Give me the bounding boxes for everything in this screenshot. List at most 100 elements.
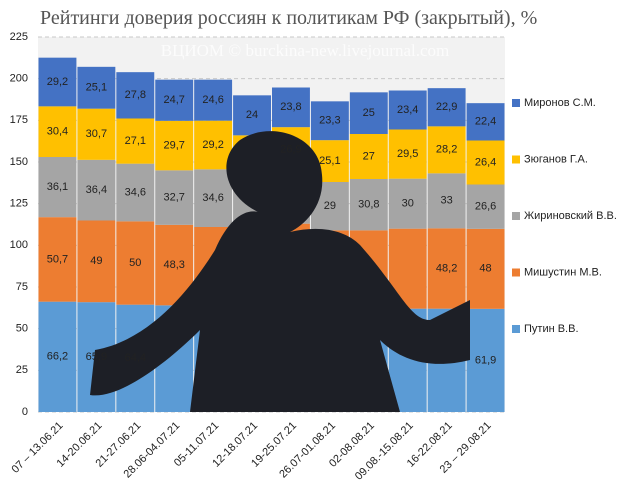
data-label: 25,1 (319, 155, 340, 167)
legend-swatch (512, 325, 520, 333)
bar-segment (116, 72, 155, 119)
bar-segment (155, 170, 194, 225)
bar-segment (77, 159, 116, 221)
data-label: 26,4 (475, 156, 496, 168)
data-label: 25,1 (86, 82, 107, 94)
y-tick-label: 100 (10, 239, 28, 251)
bar-segment (466, 140, 505, 185)
y-tick-label: 75 (16, 281, 28, 293)
y-tick-label: 50 (16, 323, 28, 335)
bar-segment (272, 87, 310, 128)
data-label: 24,7 (163, 94, 184, 106)
bar-segment (466, 184, 505, 229)
data-label: 30,7 (86, 128, 107, 140)
data-label: 48 (479, 263, 491, 275)
bar-segment (233, 95, 271, 136)
data-label: 29,2 (47, 76, 68, 88)
bar-segment (38, 301, 77, 412)
bar-segment (427, 173, 466, 229)
bar-segment (427, 88, 466, 127)
data-label: 28,2 (436, 144, 457, 156)
data-label: 29 (324, 200, 336, 212)
y-tick-label: 125 (10, 198, 28, 210)
bar-segment (155, 79, 194, 121)
data-label: 36,4 (86, 184, 107, 196)
y-tick-label: 200 (10, 73, 28, 85)
data-label: 24,6 (202, 94, 223, 106)
data-label: 27 (363, 150, 375, 162)
data-label: 61,9 (475, 354, 496, 366)
data-label: 25 (363, 107, 375, 119)
data-label: 50 (129, 257, 141, 269)
bar-segment (349, 179, 388, 231)
data-label: 23,3 (319, 115, 340, 127)
data-label: 26,9 (280, 143, 301, 155)
bar-segment (77, 66, 116, 109)
bar-segment (466, 103, 505, 141)
bar-segment (388, 178, 427, 229)
y-tick-label: 150 (10, 156, 28, 168)
bar-segment (116, 163, 155, 222)
bar-segment (466, 308, 505, 412)
bar-segment (77, 220, 116, 303)
legend-label: Путин В.В. (524, 323, 579, 335)
data-label: 27,8 (125, 89, 146, 101)
legend-label: Миронов С.М. (524, 97, 596, 109)
bar-segment (38, 157, 77, 218)
legend-swatch (512, 99, 520, 107)
bar-segment (194, 120, 233, 170)
bar-segment (116, 118, 155, 164)
data-label: 27,1 (125, 135, 146, 147)
legend-swatch (512, 268, 520, 277)
bar-segment (388, 129, 427, 179)
bar-segment (38, 106, 77, 157)
photo-overlay (90, 131, 470, 413)
y-tick-label: 0 (22, 406, 28, 418)
bar-segment (194, 169, 233, 227)
bar-segment (427, 228, 466, 309)
legend-label: Мишустин М.В. (524, 266, 602, 278)
bar-segment (466, 228, 505, 309)
data-label: 65,9 (86, 351, 107, 363)
bar-segment (38, 57, 77, 107)
legend-swatch (512, 212, 520, 220)
data-label: 22,9 (436, 101, 457, 113)
data-label: 29,5 (397, 148, 418, 160)
data-label: 29,2 (202, 139, 223, 151)
y-tick-label: 25 (16, 364, 28, 376)
data-label: 33 (441, 195, 453, 207)
y-tick-label: 175 (10, 114, 28, 126)
data-label: 30,8 (358, 199, 379, 211)
data-label: 36,1 (47, 181, 68, 193)
bar-segment (388, 90, 427, 130)
data-label: 66,2 (47, 351, 68, 363)
data-label: 50,7 (47, 253, 68, 265)
y-tick-label: 225 (10, 31, 28, 43)
legend-label: Зюганов Г.А. (524, 153, 588, 165)
data-label: 64,4 (125, 352, 146, 364)
data-label: 24 (246, 109, 258, 121)
x-tick-label: 07 – 13.06.21 (10, 420, 66, 476)
bar-segment (427, 126, 466, 174)
legend-swatch (512, 155, 520, 164)
data-label: 22,4 (475, 116, 496, 128)
data-label: 48,2 (436, 262, 457, 274)
data-label: 48,3 (163, 259, 184, 271)
data-labels: 66,2 50,7 36,1 30,4 29,2 65,9 49 36,4 30,7 25,1 64… (47, 76, 497, 366)
chart-title: Рейтинги доверия россиян к политикам РФ … (40, 7, 537, 29)
data-label: 23,8 (280, 101, 301, 113)
data-label: 29,7 (163, 139, 184, 151)
data-label: 32,7 (163, 191, 184, 203)
bar-segment (116, 221, 155, 305)
bar-segment (155, 120, 194, 171)
data-label: 26,6 (475, 201, 496, 213)
bar-segment (349, 134, 388, 179)
data-label: 34,6 (202, 192, 223, 204)
data-label: 49 (90, 255, 102, 267)
bar-segment (194, 79, 233, 121)
bar-segment (310, 101, 349, 141)
watermark: ВЦИОМ © burckina-new.livejournal.com (161, 41, 449, 60)
bar-segment (77, 108, 116, 160)
data-label: 34,6 (125, 186, 146, 198)
